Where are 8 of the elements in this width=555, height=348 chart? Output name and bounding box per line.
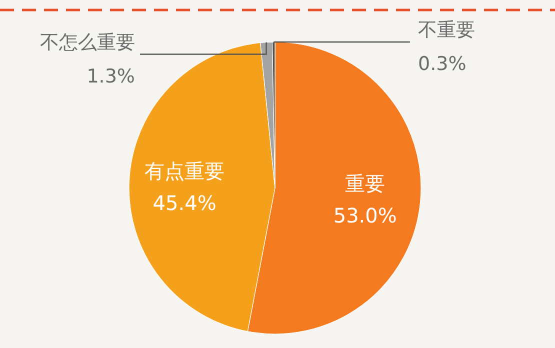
data-label: 53.0%	[333, 204, 397, 228]
slice-label: 不重要	[418, 19, 475, 42]
data-label: 45.4%	[152, 191, 216, 216]
data-label: 1.3%	[86, 65, 135, 88]
slice-label: 有点重要	[144, 159, 225, 184]
slice-label: 不怎么重要	[40, 31, 135, 54]
data-label: 0.3%	[418, 53, 466, 76]
slice-label: 重要	[345, 172, 386, 196]
